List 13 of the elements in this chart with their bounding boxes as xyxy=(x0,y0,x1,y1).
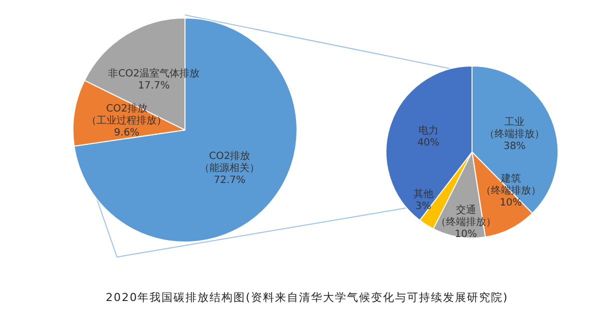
data-label: 40% xyxy=(417,138,440,149)
slice-label: 建筑（终端排放） xyxy=(480,172,541,196)
data-label: 38% xyxy=(503,141,526,152)
text: 2020年我国碳排放结构图(资料来自清华大学气候变化与可持续发展研究院) xyxy=(104,290,510,305)
slice-label: 电力 xyxy=(418,124,438,137)
slice-label: CO2排放（能源相关） xyxy=(200,150,260,174)
data-label: 9.6% xyxy=(114,127,140,138)
data-label: 72.7% xyxy=(214,175,246,186)
data-label: 17.7% xyxy=(138,80,170,92)
slice-label: 其他 xyxy=(413,188,434,200)
data-label: 10% xyxy=(500,197,522,208)
data-label: 10% xyxy=(454,228,477,240)
slice-label: 工业（终端排放） xyxy=(484,116,545,140)
